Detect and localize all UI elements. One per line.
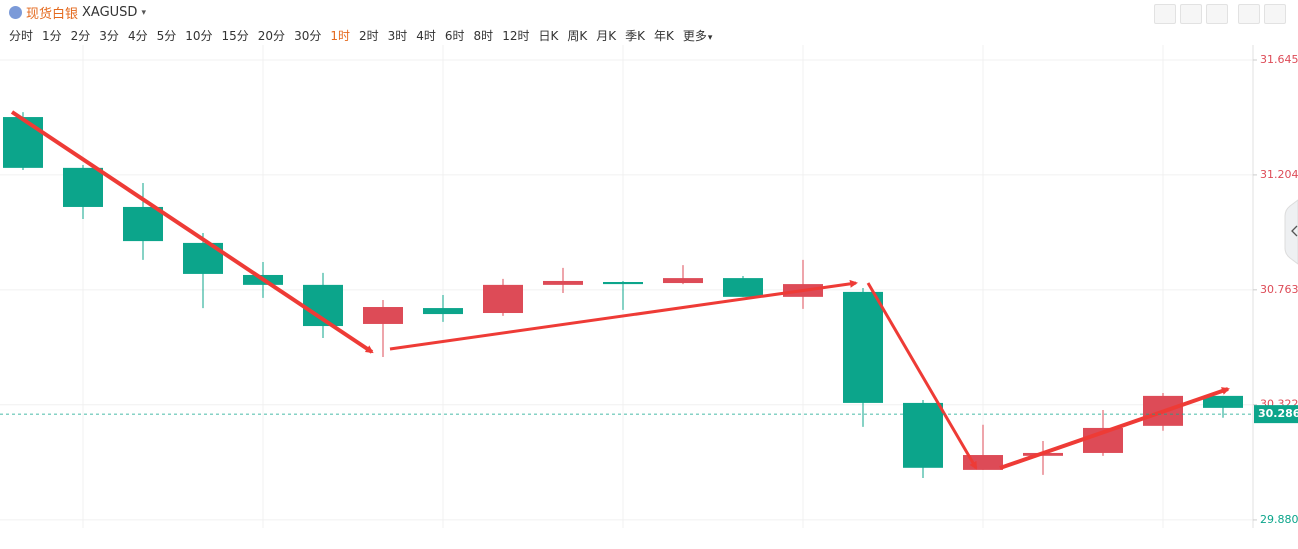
period-button[interactable]: 年K: [653, 29, 674, 43]
period-button[interactable]: 20分: [257, 29, 286, 43]
symbol-icon: [9, 6, 22, 19]
symbol: XAGUSD: [82, 5, 138, 20]
candle-body: [63, 167, 103, 207]
candle-body: [123, 206, 163, 242]
period-button[interactable]: 3时: [387, 29, 408, 43]
symbol-title[interactable]: 现货白银 XAGUSD ▾: [9, 3, 146, 22]
annotations: [10, 110, 1230, 470]
last-price-label: 30.286: [1258, 407, 1298, 420]
candle-body: [423, 308, 463, 315]
y-tick-label: 31.645: [1260, 53, 1298, 66]
period-button[interactable]: 2分: [70, 29, 91, 43]
period-button[interactable]: 月K: [596, 29, 617, 43]
last-price-box: [1254, 405, 1298, 424]
grid: [0, 45, 1253, 528]
period-button[interactable]: 6时: [444, 29, 465, 43]
period-button[interactable]: 10分: [185, 29, 213, 43]
candle-body: [3, 117, 43, 168]
period-button[interactable]: 1分: [42, 29, 62, 43]
period-button[interactable]: 15分: [221, 29, 249, 43]
candle-body: [483, 284, 523, 314]
candle-body: [603, 282, 643, 285]
period-button[interactable]: 4时: [416, 29, 436, 43]
trend-arrow: [866, 282, 978, 470]
candle-body: [363, 307, 403, 324]
close-button[interactable]: [1264, 4, 1286, 24]
toolbar: 现货白银 XAGUSD ▾: [0, 0, 1298, 24]
trend-arrow: [999, 387, 1230, 470]
candle-body: [723, 278, 763, 297]
period-button[interactable]: 12时: [502, 29, 530, 43]
period-bar: 分时 1分 2分 3分 4分 5分 10分 15分 20分 30分 1时 2时 3时 4时 6时 8时 12时日…: [9, 27, 721, 44]
period-button[interactable]: 分时: [9, 29, 34, 43]
candle-body: [903, 402, 943, 468]
dropdown-caret: ▾: [141, 7, 146, 18]
trend-arrow: [10, 110, 374, 354]
candle-body: [1203, 395, 1243, 408]
period-button[interactable]: 更多: [683, 27, 713, 44]
candle-body: [543, 280, 583, 285]
period-button[interactable]: 5分: [156, 29, 177, 43]
period-button[interactable]: 8时: [473, 29, 494, 43]
tool-buttons: [1154, 4, 1286, 24]
candle-body: [843, 291, 883, 403]
period-button[interactable]: 4分: [127, 29, 148, 43]
chart-type-button[interactable]: [1206, 4, 1228, 24]
y-tick-label: 31.204: [1260, 168, 1298, 181]
period-button[interactable]: 30分: [294, 29, 322, 43]
y-tick-label: 30.763: [1260, 283, 1298, 296]
period-button[interactable]: 日K: [538, 29, 559, 43]
title: 现货白银: [26, 7, 79, 22]
trend-arrow: [389, 279, 858, 351]
period-button[interactable]: 3分: [99, 29, 119, 43]
side-tab[interactable]: [1284, 199, 1298, 265]
period-button[interactable]: 季K: [625, 29, 645, 43]
period-button[interactable]: 周K: [567, 29, 588, 43]
y-tick-label: 29.880: [1260, 513, 1298, 526]
candle-body: [663, 278, 703, 284]
draw-button[interactable]: [1180, 4, 1202, 24]
indicator-button[interactable]: [1154, 4, 1176, 24]
fullscreen-button[interactable]: [1238, 4, 1260, 24]
period-button[interactable]: 2时: [358, 29, 379, 43]
period-button[interactable]: 1时: [330, 29, 350, 43]
